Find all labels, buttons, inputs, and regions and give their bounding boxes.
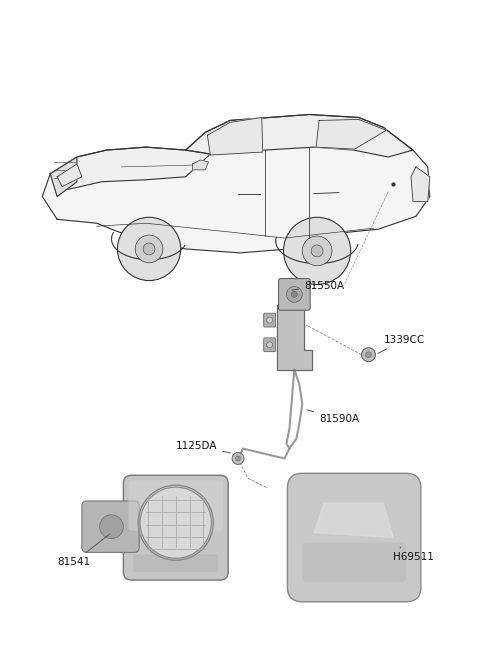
Circle shape — [232, 453, 244, 464]
Polygon shape — [42, 114, 430, 253]
Circle shape — [143, 243, 155, 255]
Polygon shape — [314, 503, 393, 537]
Text: 1339CC: 1339CC — [378, 335, 425, 353]
FancyBboxPatch shape — [278, 279, 310, 310]
Circle shape — [118, 217, 180, 281]
Circle shape — [366, 351, 372, 357]
Circle shape — [140, 487, 211, 558]
Polygon shape — [186, 114, 413, 157]
FancyBboxPatch shape — [288, 473, 421, 602]
Polygon shape — [276, 306, 312, 369]
Polygon shape — [50, 147, 210, 190]
Polygon shape — [192, 160, 208, 170]
FancyBboxPatch shape — [123, 475, 228, 580]
FancyBboxPatch shape — [82, 501, 139, 553]
Polygon shape — [207, 118, 263, 155]
FancyBboxPatch shape — [133, 555, 218, 572]
Circle shape — [361, 348, 375, 361]
Text: 1125DA: 1125DA — [176, 441, 230, 453]
Text: H69511: H69511 — [393, 547, 434, 562]
Text: 81550A: 81550A — [292, 281, 344, 290]
Polygon shape — [411, 167, 430, 202]
FancyBboxPatch shape — [264, 338, 276, 351]
Circle shape — [287, 286, 302, 302]
Circle shape — [284, 217, 351, 284]
Circle shape — [267, 342, 273, 348]
FancyBboxPatch shape — [302, 543, 406, 582]
FancyBboxPatch shape — [264, 313, 276, 327]
Text: 81590A: 81590A — [307, 410, 359, 424]
Circle shape — [311, 245, 323, 257]
Polygon shape — [316, 120, 386, 149]
Circle shape — [100, 515, 123, 539]
Circle shape — [267, 317, 273, 323]
Text: 81541: 81541 — [57, 534, 109, 567]
Circle shape — [135, 235, 163, 263]
Circle shape — [236, 456, 240, 461]
FancyBboxPatch shape — [128, 480, 223, 531]
Circle shape — [291, 292, 297, 298]
Circle shape — [302, 236, 332, 265]
Polygon shape — [50, 157, 77, 196]
Polygon shape — [57, 164, 82, 187]
